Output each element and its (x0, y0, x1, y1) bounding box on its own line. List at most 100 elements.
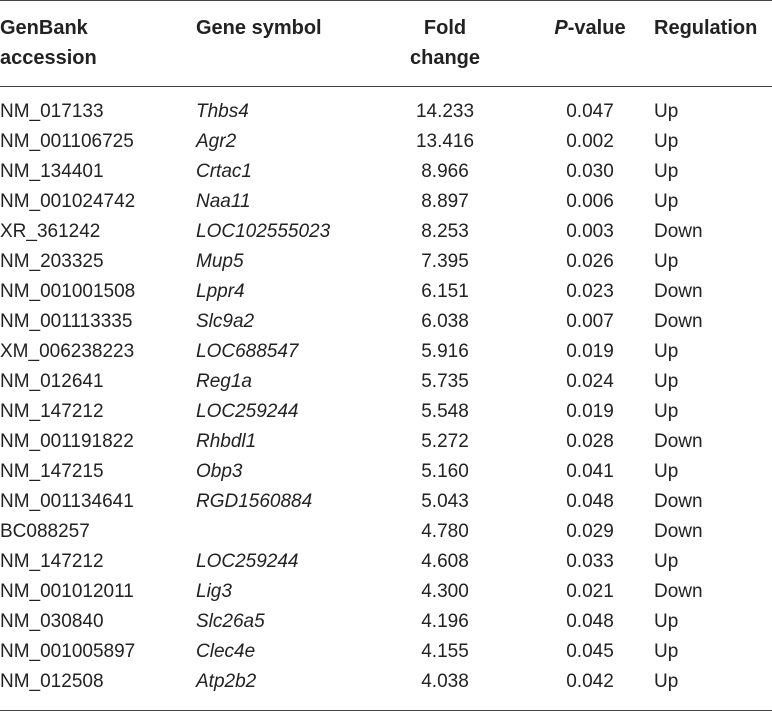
cell-gene-symbol: Slc26a5 (196, 611, 265, 632)
cell-regulation: Down (654, 311, 703, 332)
table-row: XM_006238223 LOC688547 5.916 0.019 Up (0, 337, 772, 367)
cell-gene-symbol: Reg1a (196, 371, 252, 392)
cell-fold-change: 5.272 (421, 431, 469, 452)
header-symbol-label: Gene symbol (196, 17, 322, 39)
cell-fold-change: 13.416 (415, 131, 475, 152)
cell-regulation: Up (654, 341, 679, 362)
cell-p-value: 0.048 (566, 611, 614, 632)
cell-p-value: 0.023 (566, 281, 614, 302)
cell-gene-symbol: Rhbdl1 (196, 431, 257, 452)
header-regulation-label: Regulation (654, 17, 758, 39)
header-genbank-accession: GenBank accession (0, 0, 192, 87)
table-row: NM_203325 Mup5 7.395 0.026 Up (0, 247, 772, 277)
table-row: NM_147212 LOC259244 5.548 0.019 Up (0, 397, 772, 427)
cell-p-value: 0.019 (566, 401, 614, 422)
cell-gene-symbol (192, 517, 364, 547)
cell-regulation: Up (654, 401, 679, 422)
cell-gene-symbol: Naa11 (196, 191, 251, 212)
cell-gene-symbol: Thbs4 (196, 101, 249, 122)
cell-regulation: Up (654, 611, 679, 632)
cell-accession: XM_006238223 (0, 341, 135, 362)
cell-fold-change: 4.196 (421, 611, 469, 632)
cell-gene-symbol: LOC102555023 (196, 221, 331, 242)
cell-p-value: 0.021 (566, 581, 614, 602)
cell-regulation: Up (654, 641, 679, 662)
table-row: NM_001012011 Lig3 4.300 0.021 Down (0, 577, 772, 607)
table-row: NM_012508 Atp2b2 4.038 0.042 Up (0, 667, 772, 697)
cell-fold-change: 14.233 (415, 101, 475, 122)
cell-p-value: 0.048 (566, 491, 614, 512)
cell-p-value: 0.026 (566, 251, 614, 272)
cell-p-value: 0.033 (566, 551, 614, 572)
cell-gene-symbol: LOC259244 (196, 401, 299, 422)
table-row: NM_001005897 Clec4e 4.155 0.045 Up (0, 637, 772, 667)
cell-fold-change: 4.608 (421, 551, 469, 572)
header-p-rest: -value (567, 17, 626, 39)
cell-regulation: Up (654, 371, 679, 392)
cell-p-value: 0.019 (566, 341, 614, 362)
header-accession-line1: GenBank (0, 17, 88, 39)
header-row: GenBank accession Gene symbol Fold chang… (0, 0, 772, 87)
cell-fold-change: 8.966 (421, 161, 469, 182)
header-fold-line1: Fold (423, 17, 467, 39)
header-gene-symbol: Gene symbol (192, 0, 364, 87)
header-p-value: P-value (526, 0, 654, 87)
table-row: NM_012641 Reg1a 5.735 0.024 Up (0, 367, 772, 397)
cell-p-value: 0.028 (566, 431, 614, 452)
cell-gene-symbol: Crtac1 (196, 161, 252, 182)
table-top-rule (0, 0, 772, 1)
cell-gene-symbol: Lppr4 (196, 281, 245, 302)
table-row: BC088257 4.780 0.029 Down (0, 517, 772, 547)
cell-gene-symbol: Agr2 (196, 131, 237, 152)
cell-fold-change: 7.395 (421, 251, 469, 272)
cell-accession: NM_030840 (0, 611, 104, 632)
cell-gene-symbol: RGD1560884 (196, 491, 313, 512)
cell-regulation: Down (654, 431, 703, 452)
table-row: XR_361242 LOC102555023 8.253 0.003 Down (0, 217, 772, 247)
cell-gene-symbol: Slc9a2 (196, 311, 255, 332)
cell-accession: NM_001191822 (0, 431, 134, 452)
header-fold-line2: change (409, 47, 481, 69)
cell-regulation: Down (654, 491, 703, 512)
cell-accession: NM_001106725 (0, 131, 134, 152)
cell-gene-symbol: LOC259244 (196, 551, 299, 572)
header-accession-line2: accession (0, 47, 97, 69)
table-row: NM_147212 LOC259244 4.608 0.033 Up (0, 547, 772, 577)
cell-gene-symbol: Mup5 (196, 251, 244, 272)
cell-accession: NM_147212 (0, 401, 104, 422)
table-row: NM_017133 Thbs4 14.233 0.047 Up (0, 87, 772, 127)
cell-accession: NM_147215 (0, 461, 104, 482)
cell-regulation: Down (654, 581, 703, 602)
cell-accession: BC088257 (0, 521, 90, 542)
cell-p-value: 0.006 (566, 191, 614, 212)
cell-regulation: Up (654, 101, 679, 122)
cell-accession: NM_001001508 (0, 281, 136, 302)
cell-fold-change: 4.038 (421, 671, 469, 692)
cell-p-value: 0.002 (566, 131, 614, 152)
cell-fold-change: 6.151 (421, 281, 469, 302)
table-row: NM_001191822 Rhbdl1 5.272 0.028 Down (0, 427, 772, 457)
cell-fold-change: 8.897 (421, 191, 469, 212)
cell-fold-change: 5.916 (421, 341, 469, 362)
cell-regulation: Down (654, 221, 703, 242)
cell-regulation: Up (654, 191, 679, 212)
table-row: NM_001024742 Naa11 8.897 0.006 Up (0, 187, 772, 217)
table-row: NM_001001508 Lppr4 6.151 0.023 Down (0, 277, 772, 307)
cell-p-value: 0.045 (566, 641, 614, 662)
cell-accession: NM_134401 (0, 161, 104, 182)
table-row: NM_030840 Slc26a5 4.196 0.048 Up (0, 607, 772, 637)
cell-accession: NM_001012011 (0, 581, 134, 602)
cell-regulation: Up (654, 161, 679, 182)
cell-p-value: 0.024 (566, 371, 614, 392)
table-row: NM_001113335 Slc9a2 6.038 0.007 Down (0, 307, 772, 337)
cell-gene-symbol: Lig3 (196, 581, 232, 602)
cell-regulation: Up (654, 131, 679, 152)
cell-fold-change: 4.780 (421, 521, 469, 542)
cell-regulation: Down (654, 521, 703, 542)
header-regulation: Regulation (654, 0, 772, 87)
cell-gene-symbol: Obp3 (196, 461, 243, 482)
table-row: NM_147215 Obp3 5.160 0.041 Up (0, 457, 772, 487)
cell-accession: NM_012508 (0, 671, 104, 692)
cell-p-value: 0.042 (566, 671, 614, 692)
cell-fold-change: 5.548 (421, 401, 469, 422)
